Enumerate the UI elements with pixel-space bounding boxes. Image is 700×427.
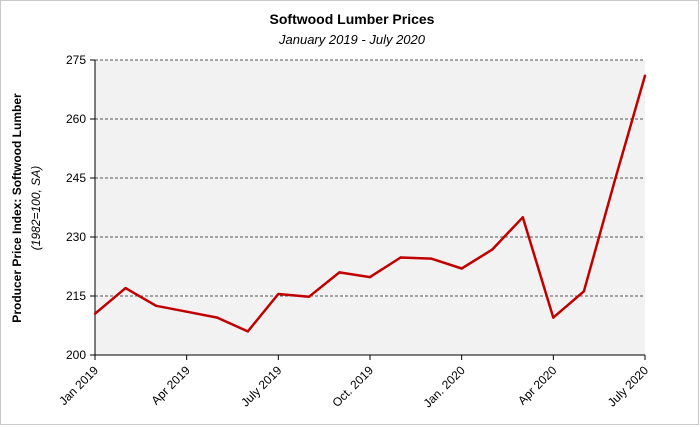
data-point — [338, 271, 341, 274]
y-tick-label: 275 — [66, 53, 86, 67]
y-tick-label: 230 — [66, 230, 86, 244]
data-point — [429, 257, 433, 260]
y-tick-label: 215 — [66, 289, 86, 303]
data-point — [246, 330, 249, 333]
y-axis-title: Producer Price Index: Softwood Lumber — [10, 93, 24, 323]
data-point — [491, 248, 494, 251]
data-point — [216, 316, 219, 319]
plot-area — [95, 60, 645, 355]
data-point — [93, 312, 97, 315]
data-point — [124, 286, 127, 290]
data-point — [185, 310, 188, 313]
data-point — [399, 256, 402, 259]
chart-title: Softwood Lumber Prices — [270, 11, 435, 27]
y-tick-label: 245 — [66, 171, 86, 185]
data-point — [460, 267, 463, 270]
data-point — [521, 216, 524, 219]
y-axis-subtitle: (1982=100, SA) — [29, 166, 43, 250]
data-point — [277, 292, 280, 296]
series-layer — [93, 74, 647, 333]
axes — [90, 59, 646, 360]
data-point — [613, 180, 616, 184]
chart-subtitle: January 2019 - July 2020 — [278, 32, 426, 47]
data-point — [368, 275, 372, 279]
data-point — [643, 74, 647, 77]
y-tick-label: 260 — [66, 112, 86, 126]
data-point — [552, 316, 555, 319]
data-point — [582, 290, 586, 293]
data-point — [154, 304, 158, 308]
data-point — [307, 295, 311, 298]
y-tick-label: 200 — [66, 348, 86, 362]
gridlines — [95, 59, 645, 297]
